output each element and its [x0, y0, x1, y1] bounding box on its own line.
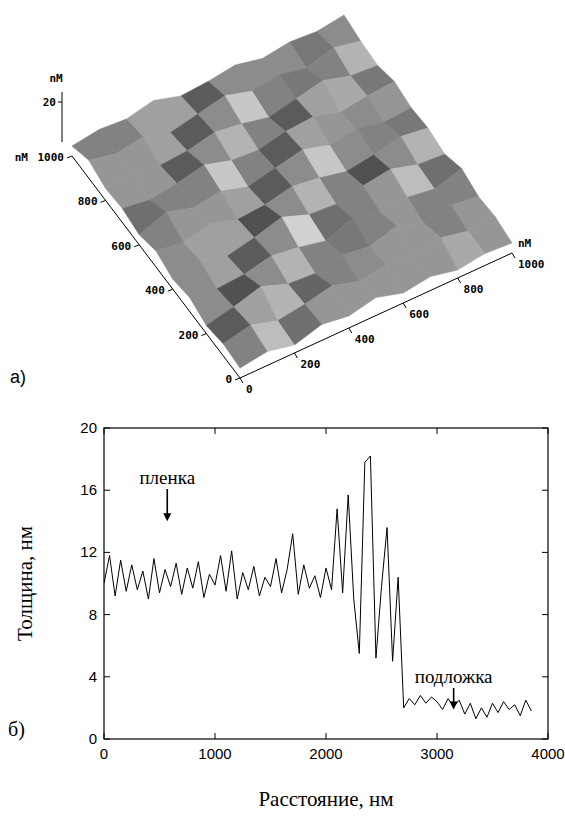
x-tick: [437, 733, 438, 739]
y-tick: [168, 289, 173, 291]
annotation-arrowhead: [163, 513, 171, 521]
y-tick: [67, 156, 72, 158]
x-tick-top: [215, 428, 216, 434]
panel-label: б): [8, 718, 25, 741]
figure: 02004006008001000nM02004006008001000nM20…: [0, 0, 565, 832]
panel-a: 0 200 400 600 800 1000 nM 0 200 400 600 800 1000 nM 20…: [10, 15, 545, 396]
z-axis-title: nM: [49, 72, 63, 85]
y-tick: [134, 245, 139, 247]
plot-frame: [104, 428, 548, 739]
x-tick-label: 600: [409, 308, 429, 321]
x-tick: [458, 278, 461, 283]
annotation: подложка: [415, 666, 493, 687]
x-tick: [548, 733, 549, 739]
y-tick-right: [542, 676, 548, 677]
y-tick: [201, 334, 206, 336]
y-tick-label: 200: [179, 329, 199, 342]
y-tick: [104, 490, 110, 491]
x-tick: [215, 733, 216, 739]
x-tick-top: [104, 428, 105, 434]
panel-b: 0 1000 2000 3000 4000 0 4 8 12 16 20 Расстояние, нм…: [8, 419, 565, 811]
surface-cell: [223, 325, 267, 368]
annotation-arrow: [166, 489, 168, 514]
y-tick-right: [542, 552, 548, 553]
z-tick-label: 20: [43, 96, 56, 109]
x-tick: [403, 303, 406, 308]
y-tick-label: 400: [145, 284, 165, 297]
annotation: пленка: [139, 467, 195, 488]
y-axis: [72, 156, 240, 378]
y-tick-right: [542, 739, 548, 740]
annotation-arrowhead: [450, 701, 458, 709]
x-tick-label: 2000: [309, 745, 342, 762]
y-tick-label: 4: [89, 668, 97, 685]
y-tick-label: 16: [80, 481, 97, 498]
y-tick-label: 600: [111, 240, 131, 253]
x-tick: [326, 733, 327, 739]
x-axis-title: nM: [518, 237, 532, 250]
z-axis: [62, 92, 63, 142]
x-tick-label: 0: [246, 383, 253, 396]
x-tick: [349, 328, 352, 333]
y-tick: [104, 739, 110, 740]
plot-area: [104, 456, 531, 719]
x-tick: [294, 353, 297, 358]
x-tick-top: [437, 428, 438, 434]
y-axis-title: Толщина, нм: [13, 526, 37, 641]
y-tick: [104, 676, 110, 677]
x-tick-label: 400: [355, 333, 375, 346]
y-tick: [104, 614, 110, 615]
y-tick: [104, 552, 110, 553]
panel-label: a): [10, 367, 26, 387]
x-tick-label: 800: [464, 283, 484, 296]
y-tick-right: [542, 490, 548, 491]
thickness-line: [104, 456, 531, 719]
y-tick-label: 800: [78, 195, 98, 208]
x-axis: [240, 253, 512, 378]
annotation-arrow: [453, 688, 455, 702]
x-tick-label: 1000: [198, 745, 231, 762]
y-tick-label: 0: [89, 730, 97, 747]
x-tick-label: 4000: [531, 745, 564, 762]
x-tick-label: 3000: [420, 745, 453, 762]
y-tick-label: 1000: [38, 151, 65, 164]
y-axis-title: nM: [15, 151, 29, 164]
x-tick: [240, 378, 243, 383]
y-tick-label: 12: [80, 543, 97, 560]
y-tick: [235, 378, 240, 380]
x-tick: [512, 253, 515, 258]
y-tick-right: [542, 428, 548, 429]
x-tick-top: [326, 428, 327, 434]
y-tick-label: 20: [80, 419, 97, 436]
x-tick: [104, 733, 105, 739]
x-axis-title: Расстояние, нм: [258, 787, 393, 811]
x-tick-label: 1000: [518, 258, 545, 271]
z-tick: [58, 102, 62, 103]
surface: [72, 15, 512, 368]
y-tick-label: 8: [89, 606, 97, 623]
x-tick-label: 200: [300, 358, 320, 371]
x-tick-top: [548, 428, 549, 434]
y-tick: [101, 200, 106, 202]
y-tick: [104, 428, 110, 429]
y-tick-label: 0: [225, 373, 232, 386]
y-tick-right: [542, 614, 548, 615]
x-tick-label: 0: [100, 745, 108, 762]
